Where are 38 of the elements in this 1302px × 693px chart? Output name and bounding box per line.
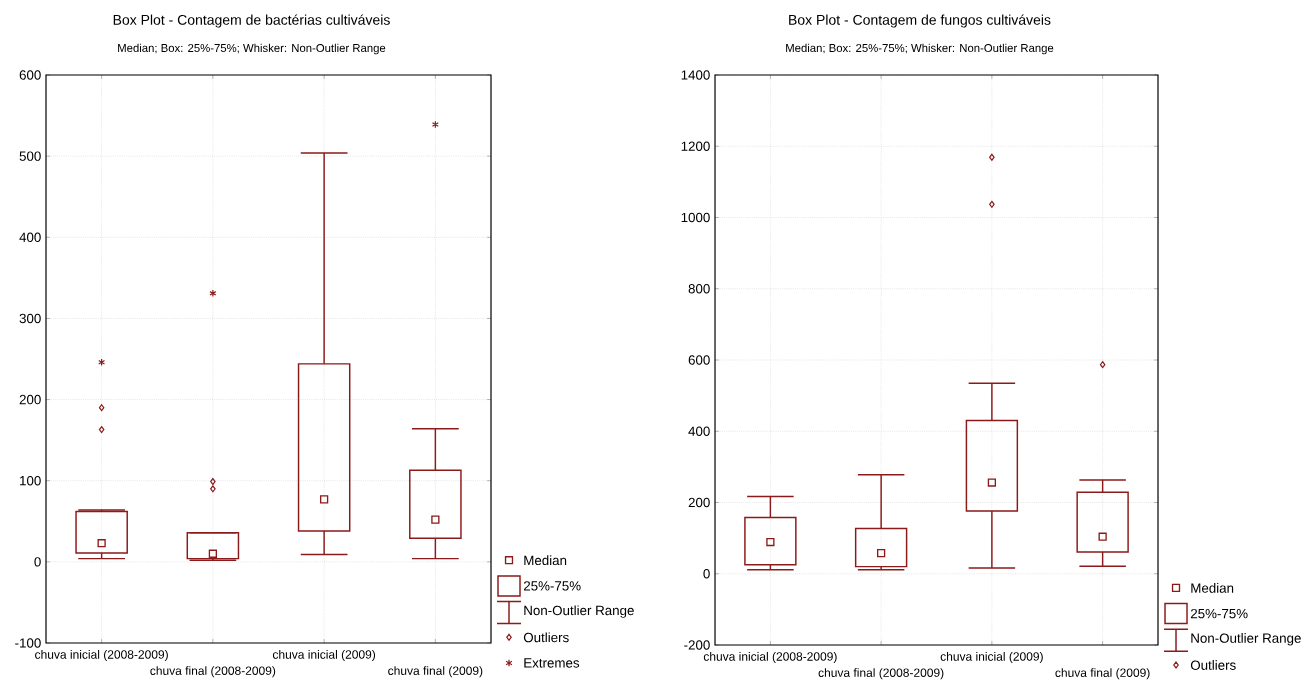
y-tick-label: -100 xyxy=(15,638,41,648)
y-tick-label: 600 xyxy=(688,355,710,365)
text: Median xyxy=(1191,583,1234,593)
y-tick-label: 200 xyxy=(688,497,710,508)
x-tick-label: chuva inicial (2009) xyxy=(940,651,1043,664)
text: Non-Outlier Range xyxy=(1191,633,1301,646)
legend-label: Outliers xyxy=(523,632,569,643)
text: Non-Outlier Range xyxy=(524,605,634,618)
x-tick-label: chuva inicial (2008-2009) xyxy=(35,649,168,662)
y-tick-label: 0 xyxy=(703,569,710,579)
y-tick-label: 0 xyxy=(34,557,41,567)
y-tick-label: 600 xyxy=(19,70,41,80)
x-tick-label: chuva final (2008-2009) xyxy=(818,668,944,680)
y-tick-label: 1000 xyxy=(681,212,710,223)
x-tick-label: chuva final (2008-2009) xyxy=(150,666,276,678)
y-tick-label: 1200 xyxy=(681,141,710,151)
y-tick-label: -200 xyxy=(684,640,710,650)
y-tick-label: 1400 xyxy=(681,70,710,80)
y-tick-label: 400 xyxy=(19,232,41,242)
x-tick-label: chuva inicial (2008-2009) xyxy=(703,651,837,664)
text: 25%-75% xyxy=(1190,608,1248,619)
y-tick-label: 100 xyxy=(20,476,41,486)
y-tick-label: 800 xyxy=(688,284,710,294)
text: 25%-75% xyxy=(523,581,581,591)
x-tick-label: chuva final (2009) xyxy=(1055,668,1150,680)
y-tick-label: 300 xyxy=(19,313,41,324)
chart-subtitle: Median; Box: 25%-75%; Whisker: Non-Outlier Range xyxy=(118,43,386,55)
x-tick-label: chuva final (2009) xyxy=(388,666,483,678)
legend-label: Outliers xyxy=(1190,660,1236,670)
y-tick-label: 200 xyxy=(19,394,41,405)
x-tick-label: chuva inicial (2009) xyxy=(272,649,376,662)
y-tick-label: 400 xyxy=(688,426,710,436)
chart-title: Box Plot - Contagem de fungos cultiváveis xyxy=(789,14,1051,28)
chart-subtitle: Median; Box: 25%-75%; Whisker: Non-Outlier Range xyxy=(786,43,1054,55)
chart-title: Box Plot - Contagem de bactérias cultiváveis xyxy=(113,14,390,28)
y-tick-label: 500 xyxy=(19,151,41,161)
text: Median xyxy=(524,555,567,566)
legend-label: Extremes xyxy=(524,658,580,668)
